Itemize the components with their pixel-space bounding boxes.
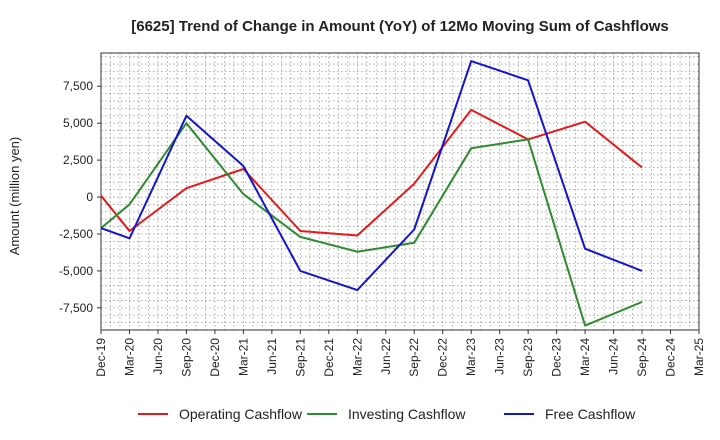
x-tick-label: Mar-23 [464, 338, 478, 376]
y-axis-ticks: -7,500 -5,000 -2,500 0 2,500 5,000 7,500 [59, 79, 101, 315]
x-tick-label: Jun-23 [493, 338, 507, 375]
series-line-investing-cashflow [100, 122, 643, 327]
chart-title: [6625] Trend of Change in Amount (YoY) o… [131, 18, 669, 35]
x-tick-label: Sep-24 [635, 338, 649, 377]
y-tick-label: 7,500 [63, 79, 93, 93]
x-tick-label: Mar-20 [122, 338, 136, 376]
x-tick-label: Dec-20 [208, 338, 222, 377]
x-tick-label: Dec-22 [436, 338, 450, 377]
x-tick-label: Dec-21 [322, 338, 336, 377]
series-line-free-cashflow [100, 60, 643, 292]
x-tick-label: Jun-24 [607, 338, 621, 375]
x-tick-label: Sep-21 [293, 338, 307, 377]
grid [100, 53, 700, 331]
x-tick-label: Mar-21 [236, 338, 250, 376]
plot-frame [100, 52, 700, 331]
legend-label-operating-cashflow: Operating Cashflow [179, 406, 303, 422]
x-tick-label: Dec-19 [94, 338, 108, 377]
x-tick-label: Mar-24 [578, 338, 592, 376]
x-tick-label: Mar-25 [692, 338, 706, 376]
y-tick-label: 0 [86, 190, 93, 204]
x-tick-label: Jun-21 [265, 338, 279, 375]
x-tick-label: Dec-24 [664, 338, 678, 377]
x-tick-label: Sep-22 [407, 338, 421, 377]
series-lines [100, 60, 643, 327]
y-tick-label: -2,500 [59, 227, 93, 241]
x-tick-label: Dec-23 [550, 338, 564, 377]
x-tick-label: Sep-20 [179, 338, 193, 377]
legend-label-investing-cashflow: Investing Cashflow [348, 406, 466, 422]
y-tick-label: 2,500 [63, 153, 93, 167]
x-tick-label: Jun-20 [151, 338, 165, 375]
x-tick-label: Sep-23 [521, 338, 535, 377]
legend: Operating Cashflow Investing Cashflow Free… [138, 406, 636, 422]
legend-label-free-cashflow: Free Cashflow [545, 406, 636, 422]
y-tick-label: -7,500 [59, 301, 93, 315]
x-tick-label: Jun-22 [379, 338, 393, 375]
y-axis-label: Amount (million yen) [7, 137, 22, 256]
y-tick-label: 5,000 [63, 116, 93, 130]
y-tick-label: -5,000 [59, 264, 93, 278]
x-axis-ticks: Dec-19 Mar-20 Jun-20 Sep-20 Dec-20 Mar-21 Jun-… [94, 330, 706, 377]
x-tick-label: Mar-22 [350, 338, 364, 376]
